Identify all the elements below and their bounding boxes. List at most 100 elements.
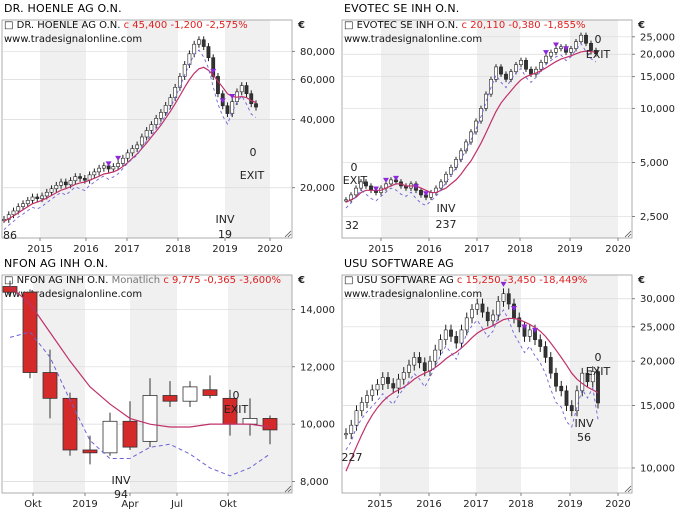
signal-label: INV (112, 474, 131, 487)
candle-body (54, 185, 59, 190)
moving-average-line (3, 66, 257, 222)
trailing-stop-line (345, 309, 599, 451)
stock-chart[interactable]: 2,500 5,000 10,000 15,000 20,000 25,000€2015 2… (340, 16, 680, 255)
candle-body (216, 76, 220, 95)
y-tick-label: 15,000 (640, 401, 675, 412)
y-tick-label: 8,000 (300, 477, 329, 488)
resize-handle-icon (284, 485, 292, 493)
chart-panel-evotec: EVOTEC SE INH O.N. 2,500 5,000 10,000 15,00… (340, 0, 680, 255)
stock-chart[interactable]: 10,000 15,000 20,000 25,000 30,000 €2015 2016 2… (340, 271, 680, 510)
candle-body (168, 97, 173, 106)
y-tick-label: 2,500 (640, 212, 669, 223)
candle-body (344, 199, 348, 202)
candle-body (102, 420, 118, 454)
candle-body (419, 190, 423, 196)
signal-marker (532, 327, 538, 333)
candle-body (574, 41, 578, 49)
legend-change: -0,380 (508, 20, 543, 31)
candle-body (474, 120, 478, 133)
candle-body (454, 336, 459, 344)
legend-change: -0,365 (204, 275, 239, 286)
candle-body (139, 136, 144, 146)
candle-body (354, 187, 358, 196)
candle-body (444, 173, 448, 183)
period-band (381, 20, 429, 238)
signal-label: INV (437, 202, 456, 215)
y-tick-label: 10,000 (640, 104, 675, 115)
watermark: www.tradesignalonline.com (344, 34, 482, 45)
x-tick-label: Jul (170, 499, 183, 510)
legend-change: -1,200 (170, 20, 205, 31)
candle-body (62, 397, 78, 451)
candle-body (569, 48, 573, 53)
signal-label: 19 (218, 228, 232, 241)
candle-body (111, 166, 116, 170)
candle-body (548, 357, 553, 374)
candle-body (401, 372, 406, 380)
watermark: www.tradesignalonline.com (4, 34, 142, 45)
candle-body (524, 60, 528, 70)
candle-body (49, 188, 54, 193)
legend-text: □ EVOTEC SE INH O.N. c 20,110 -0,380 -1,… (344, 20, 586, 31)
candle-body (569, 405, 574, 412)
x-tick-label: Apr (121, 499, 139, 510)
candle-body (192, 43, 197, 55)
candle-body (92, 171, 97, 176)
candle-body (21, 203, 25, 207)
moving-average-line (345, 50, 597, 203)
candle-body (517, 317, 522, 328)
currency-symbol: € (637, 275, 645, 286)
signal-marker (229, 94, 236, 100)
legend-name: □ DR. HOENLE AG O.N. (4, 20, 124, 31)
y-tick-label: 14,000 (300, 305, 335, 316)
signal-marker (210, 68, 217, 74)
candle-body (429, 192, 433, 198)
candle-body (59, 181, 63, 186)
resize-handle-icon (624, 485, 632, 493)
y-tick-label: 60,000 (300, 75, 335, 86)
x-tick-label: 2019 (72, 499, 97, 510)
candle-body (163, 105, 168, 113)
x-tick-label: 2017 (114, 244, 139, 255)
candle-body (344, 433, 348, 436)
candle-body (459, 329, 464, 344)
panel-title: USU SOFTWARE AG (344, 257, 454, 270)
candle-body (149, 124, 154, 131)
panel-title: NFON AG INH O.N. (4, 257, 109, 270)
candle-body (554, 48, 558, 53)
candle-body (596, 371, 600, 404)
y-tick-label: 15,000 (640, 72, 675, 83)
candle-body (42, 372, 58, 399)
candle-body (40, 195, 44, 199)
candle-body (544, 55, 548, 63)
candle-body (78, 176, 82, 179)
candle-body (375, 384, 380, 391)
candle-body (242, 418, 258, 425)
candle-body (501, 293, 506, 302)
signal-marker (553, 42, 559, 48)
panel-title: DR. HOENLE AG O.N. (4, 2, 122, 15)
candle-body (464, 317, 469, 331)
y-tick-label: 30,000 (640, 294, 675, 305)
y-tick-label: 25,000 (640, 322, 675, 333)
candle-body (554, 372, 558, 387)
candle-body (16, 206, 21, 212)
candle-body (120, 157, 125, 164)
legend-name: □ NFON AG INH O.N. (4, 275, 112, 286)
x-tick-label: 2019 (212, 244, 237, 255)
y-tick-label: 20,000 (300, 183, 335, 194)
y-tick-label: 12,000 (300, 362, 335, 373)
resize-handle-icon (624, 230, 632, 238)
legend-text: □ DR. HOENLE AG O.N. c 45,400 -1,200 -2,… (4, 20, 248, 31)
plot-frame (341, 19, 633, 239)
panel-title: EVOTEC SE INH O.N. (344, 2, 460, 15)
period-band (570, 275, 618, 493)
x-tick-label: 2019 (557, 499, 582, 510)
stock-chart[interactable]: 8,000 10,000 12,000 14,000 € Okt 2019 Apr Jul Okt… (0, 271, 340, 510)
y-tick-label: 20,000 (640, 357, 675, 368)
stock-chart[interactable]: 20,000 40,000 60,000 80,000 €2015 2016 2017 201… (0, 16, 340, 255)
candle-body (529, 68, 533, 75)
candle-body (389, 179, 393, 185)
x-tick-label: 2015 (368, 244, 393, 255)
candle-body (254, 103, 258, 108)
